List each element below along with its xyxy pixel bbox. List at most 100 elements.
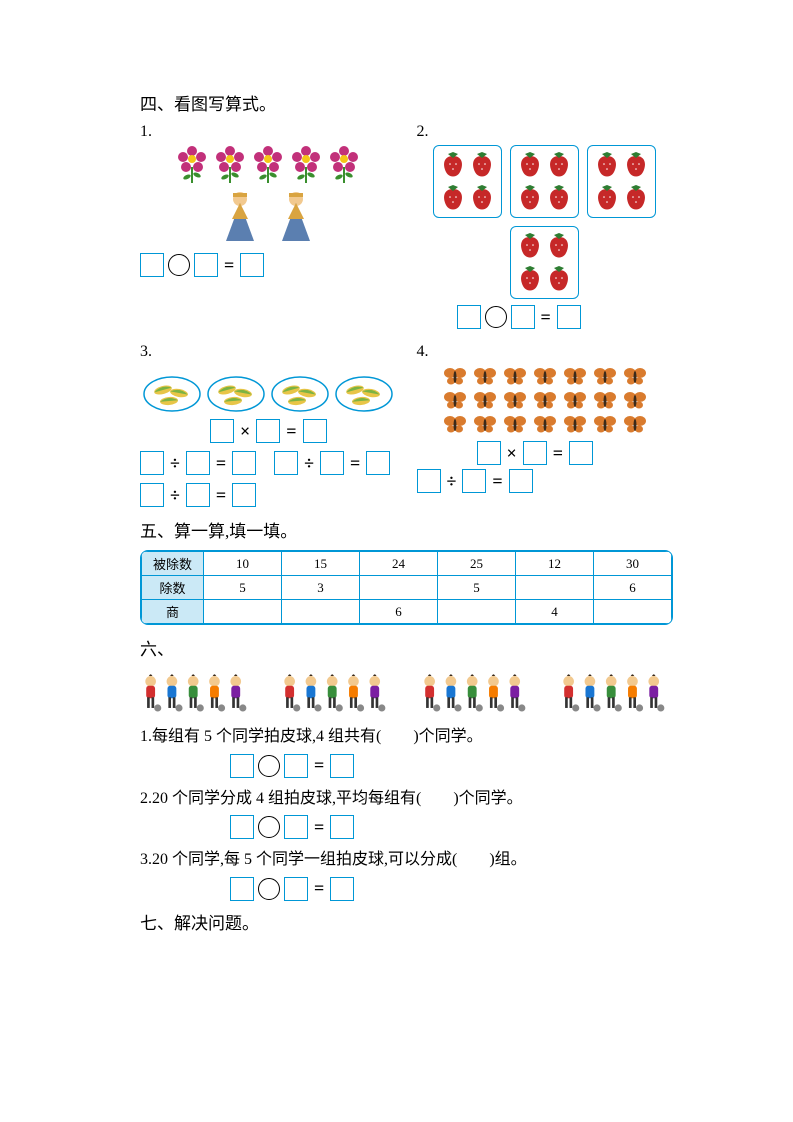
op-circle[interactable]	[258, 816, 280, 838]
cell[interactable]	[594, 600, 672, 624]
butterfly-icon	[531, 365, 559, 387]
blank-box[interactable]	[511, 305, 535, 329]
blank-box[interactable]	[523, 441, 547, 465]
blank-box[interactable]	[210, 419, 234, 443]
section5-title: 五、算一算,填一填。	[140, 517, 673, 542]
kids-image	[140, 668, 673, 716]
blank-box[interactable]	[330, 754, 354, 778]
corn-group-icon	[143, 375, 201, 413]
blank-box[interactable]	[417, 469, 441, 493]
butterfly-icon	[561, 389, 589, 411]
butterfly-icon	[501, 413, 529, 435]
q6-1: 1.每组有 5 个同学拍皮球,4 组共有( )个同学。	[140, 724, 673, 750]
blank-box[interactable]	[284, 754, 308, 778]
cell[interactable]: 4	[516, 600, 594, 624]
blank-box[interactable]	[284, 877, 308, 901]
cell[interactable]	[204, 600, 282, 624]
op-circle[interactable]	[168, 254, 190, 276]
q6-2-eq: =	[230, 815, 673, 839]
cell[interactable]: 25	[438, 552, 516, 576]
division-table-wrap: 被除数 10 15 24 25 12 30 除数 5 3 5 6 商 6 4	[140, 550, 673, 625]
butterfly-icon	[441, 365, 469, 387]
kid-group-icon	[419, 668, 534, 716]
equals: =	[214, 453, 228, 474]
blank-box[interactable]	[462, 469, 486, 493]
equals: =	[284, 421, 298, 442]
blank-box[interactable]	[366, 451, 390, 475]
cell[interactable]: 6	[594, 576, 672, 600]
cell[interactable]	[282, 600, 360, 624]
blank-box[interactable]	[330, 877, 354, 901]
blank-box[interactable]	[230, 877, 254, 901]
cell[interactable]: 15	[282, 552, 360, 576]
q2-image	[417, 145, 674, 299]
blank-box[interactable]	[457, 305, 481, 329]
cell[interactable]: 10	[204, 552, 282, 576]
blank-box[interactable]	[232, 483, 256, 507]
op-circle[interactable]	[258, 878, 280, 900]
flower-icon	[212, 145, 248, 185]
blank-box[interactable]	[230, 815, 254, 839]
cell[interactable]: 12	[516, 552, 594, 576]
butterfly-icon	[471, 413, 499, 435]
butterfly-icon	[561, 413, 589, 435]
q2-num: 2.	[417, 123, 674, 141]
strawberry-icon	[517, 150, 543, 180]
blank-box[interactable]	[230, 754, 254, 778]
section4-title: 四、看图写算式。	[140, 90, 673, 115]
blank-box[interactable]	[284, 815, 308, 839]
blank-box[interactable]	[320, 451, 344, 475]
op-circle[interactable]	[485, 306, 507, 328]
q6-3-eq: =	[230, 877, 673, 901]
q4-num: 4.	[417, 343, 674, 361]
section7-title: 七、解决问题。	[140, 909, 673, 934]
blank-box[interactable]	[256, 419, 280, 443]
blank-box[interactable]	[186, 483, 210, 507]
cell[interactable]: 6	[360, 600, 438, 624]
corn-group-icon	[271, 375, 329, 413]
q3-eq-div1: ÷ =	[140, 451, 256, 475]
butterfly-icon	[501, 389, 529, 411]
blank-box[interactable]	[569, 441, 593, 465]
butterfly-icon	[531, 389, 559, 411]
blank-box[interactable]	[274, 451, 298, 475]
cell[interactable]: 24	[360, 552, 438, 576]
strawberry-icon	[623, 183, 649, 213]
blank-box[interactable]	[330, 815, 354, 839]
blank-box[interactable]	[477, 441, 501, 465]
cell[interactable]	[360, 576, 438, 600]
cell[interactable]: 30	[594, 552, 672, 576]
equals: =	[222, 255, 236, 276]
blank-box[interactable]	[140, 451, 164, 475]
blank-box[interactable]	[557, 305, 581, 329]
cell[interactable]: 5	[204, 576, 282, 600]
times-op: ×	[505, 443, 519, 464]
q3-image	[140, 375, 397, 413]
q3: 3. × = ÷	[140, 343, 397, 511]
blank-box[interactable]	[140, 253, 164, 277]
strawberry-group	[587, 145, 656, 218]
cell[interactable]: 3	[282, 576, 360, 600]
butterfly-icon	[621, 413, 649, 435]
blank-box[interactable]	[232, 451, 256, 475]
row-label: 被除数	[142, 552, 204, 576]
flower-icon	[288, 145, 324, 185]
blank-box[interactable]	[186, 451, 210, 475]
strawberry-group	[510, 226, 579, 299]
blank-box[interactable]	[194, 253, 218, 277]
cell[interactable]	[516, 576, 594, 600]
section6-title: 六、	[140, 635, 673, 660]
blank-box[interactable]	[140, 483, 164, 507]
blank-box[interactable]	[509, 469, 533, 493]
q4-eq-mult: × =	[477, 441, 674, 465]
op-circle[interactable]	[258, 755, 280, 777]
equals: =	[348, 453, 362, 474]
cell[interactable]	[438, 600, 516, 624]
butterfly-icon	[621, 365, 649, 387]
doll-icon	[216, 189, 264, 247]
blank-box[interactable]	[303, 419, 327, 443]
cell[interactable]: 5	[438, 576, 516, 600]
blank-box[interactable]	[240, 253, 264, 277]
equals: =	[312, 878, 326, 899]
strawberry-icon	[594, 183, 620, 213]
